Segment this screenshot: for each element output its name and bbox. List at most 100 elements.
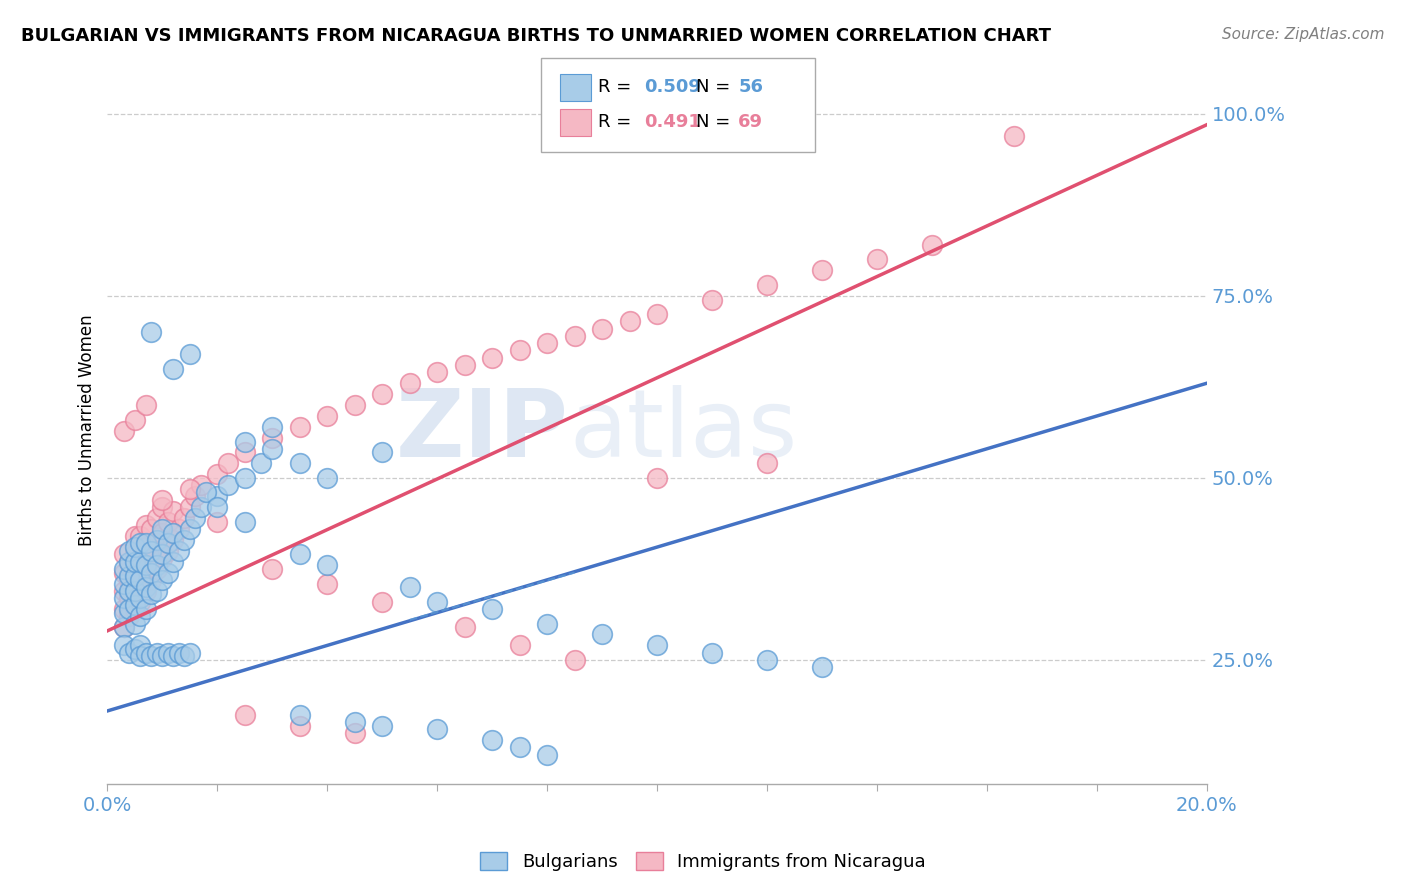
Point (141, 543, 163, 558)
Point (190, 478, 212, 492)
Point (162, 555, 184, 569)
Point (129, 536, 152, 550)
Point (207, 489, 229, 503)
Point (179, 500, 201, 514)
Point (124, 583, 146, 598)
Point (316, 576, 339, 591)
Point (207, 515, 229, 529)
Point (207, 500, 229, 514)
Point (129, 609, 152, 624)
Point (162, 533, 184, 547)
Point (453, 358, 475, 372)
Point (124, 602, 146, 616)
Point (118, 609, 141, 624)
Point (811, 660, 834, 674)
Point (118, 591, 141, 605)
Point (135, 562, 157, 576)
Text: 69: 69 (738, 113, 763, 131)
Point (124, 642, 146, 657)
Point (371, 718, 394, 732)
Point (619, 314, 641, 328)
Point (150, 573, 173, 587)
Point (124, 548, 146, 562)
Point (112, 606, 135, 620)
Legend: Bulgarians, Immigrants from Nicaragua: Bulgarians, Immigrants from Nicaragua (472, 845, 934, 879)
Point (288, 718, 311, 732)
Point (112, 562, 135, 576)
Point (124, 412, 146, 426)
Point (536, 336, 558, 351)
Point (135, 580, 157, 594)
Point (921, 238, 943, 252)
Point (316, 409, 339, 423)
Point (146, 646, 169, 660)
Point (112, 424, 135, 438)
Point (700, 646, 723, 660)
Point (179, 347, 201, 361)
Point (129, 639, 152, 653)
Text: Source: ZipAtlas.com: Source: ZipAtlas.com (1222, 27, 1385, 42)
Point (141, 587, 163, 601)
Point (156, 515, 179, 529)
Point (124, 540, 146, 554)
Point (162, 361, 184, 376)
Point (135, 536, 157, 550)
Point (129, 595, 152, 609)
Point (207, 467, 229, 482)
Text: atlas: atlas (569, 384, 797, 476)
Point (195, 485, 218, 500)
Point (173, 533, 195, 547)
Point (112, 620, 135, 634)
Point (162, 504, 184, 518)
Point (233, 471, 256, 485)
Point (179, 646, 201, 660)
Point (262, 442, 284, 456)
Point (150, 500, 173, 514)
Point (135, 558, 157, 573)
Point (150, 548, 173, 562)
Point (112, 566, 135, 580)
Text: 56: 56 (738, 78, 763, 96)
Point (135, 583, 157, 598)
Point (141, 522, 163, 536)
Point (150, 492, 173, 507)
Point (124, 583, 146, 598)
Point (288, 548, 311, 562)
Point (262, 431, 284, 445)
Point (162, 525, 184, 540)
Point (343, 398, 366, 412)
Point (118, 583, 141, 598)
Point (190, 500, 212, 514)
Point (509, 343, 531, 358)
Point (135, 540, 157, 554)
Point (141, 326, 163, 340)
Point (118, 602, 141, 616)
Point (156, 536, 179, 550)
Point (184, 489, 207, 503)
Point (112, 639, 135, 653)
Point (129, 649, 152, 664)
Point (135, 518, 157, 533)
Point (564, 653, 586, 667)
Point (233, 445, 256, 459)
Point (167, 522, 190, 536)
Y-axis label: Births to Unmarried Women: Births to Unmarried Women (79, 315, 96, 547)
Point (233, 434, 256, 449)
Point (755, 653, 778, 667)
Text: 0.491: 0.491 (644, 113, 700, 131)
Point (217, 456, 239, 470)
Point (371, 387, 394, 401)
Text: 0.509: 0.509 (644, 78, 700, 96)
Point (146, 562, 169, 576)
Point (288, 456, 311, 470)
Point (129, 591, 152, 605)
Point (141, 566, 163, 580)
Point (167, 543, 190, 558)
Point (156, 543, 179, 558)
Point (162, 649, 184, 664)
Point (129, 551, 152, 566)
Point (135, 398, 157, 412)
Point (233, 707, 256, 722)
Point (591, 321, 613, 335)
Point (343, 714, 366, 729)
